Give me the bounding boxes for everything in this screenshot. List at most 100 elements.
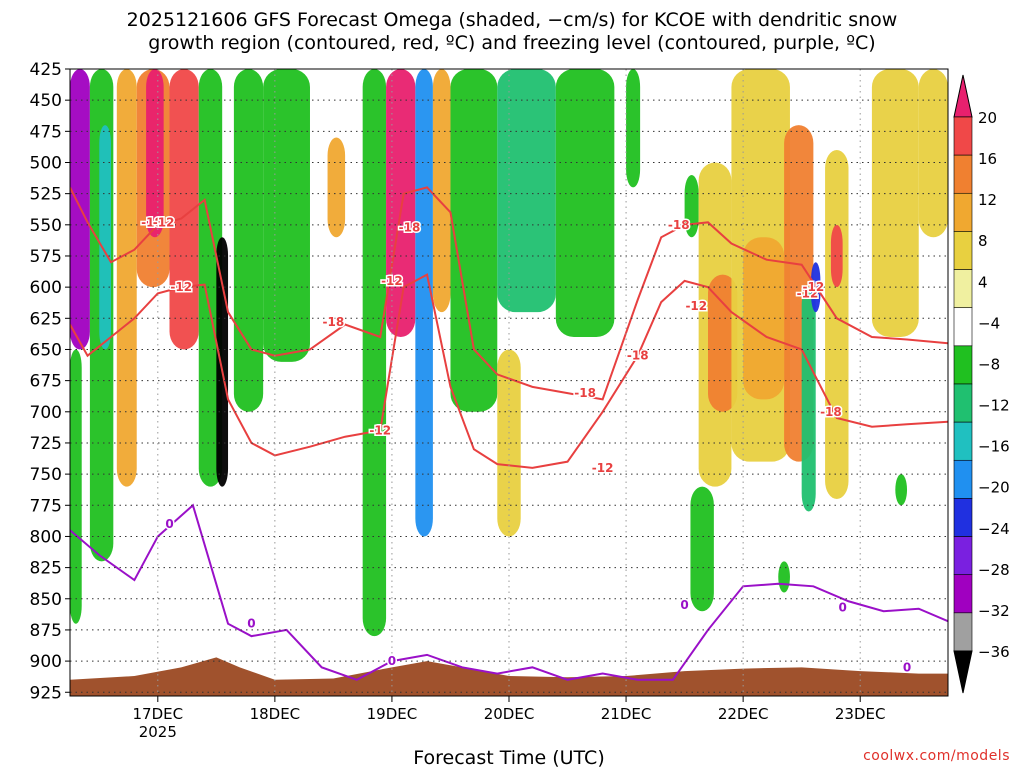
isotherm-label: -12 bbox=[803, 280, 825, 294]
x-tick-label: 17DEC bbox=[133, 705, 184, 723]
omega-shade-region bbox=[233, 69, 264, 412]
omega-shade-region bbox=[684, 174, 699, 238]
isotherm-label: -18 bbox=[574, 386, 596, 400]
colorbar-segment bbox=[953, 612, 973, 652]
isotherm-label: -12 bbox=[685, 299, 707, 313]
y-tick-label: 875 bbox=[30, 621, 62, 641]
colorbar-segment bbox=[953, 421, 973, 461]
isotherm-label: -18 bbox=[820, 405, 842, 419]
colorbar-segment bbox=[953, 574, 973, 614]
isotherm-label: -18 bbox=[323, 315, 345, 329]
freezing-level-label: 0 bbox=[838, 600, 846, 614]
freezing-level-line bbox=[70, 503, 948, 681]
omega-shade-region bbox=[432, 69, 451, 313]
omega-shade-region bbox=[146, 69, 164, 238]
y-tick-label: 750 bbox=[30, 465, 62, 485]
colorbar-label: 16 bbox=[978, 150, 997, 168]
colorbar-segment bbox=[953, 116, 973, 156]
colorbar-segment bbox=[953, 192, 973, 232]
colorbar-label: −28 bbox=[978, 561, 1010, 579]
colorbar-segment bbox=[953, 383, 973, 423]
colorbar-segment bbox=[953, 307, 973, 347]
isotherm-minus12-line bbox=[70, 273, 948, 469]
omega-shade-region bbox=[801, 287, 816, 512]
colorbar-label: 20 bbox=[978, 109, 997, 127]
colorbar-label: 4 bbox=[978, 273, 988, 291]
y-tick-label: 550 bbox=[30, 216, 62, 236]
y-tick-label: 700 bbox=[30, 403, 62, 423]
colorbar-label: −16 bbox=[978, 438, 1010, 456]
colorbar-label: −20 bbox=[978, 479, 1010, 497]
y-tick-label: 775 bbox=[30, 496, 62, 516]
omega-shade-region bbox=[895, 474, 908, 506]
freezing-level-label: 0 bbox=[903, 660, 911, 674]
isotherm-label: -12 bbox=[381, 274, 403, 288]
omega-shade-region bbox=[263, 69, 310, 362]
x-tick-label: 22DEC bbox=[718, 705, 769, 723]
y-tick-label: 650 bbox=[30, 340, 62, 360]
isotherm-label: -12 bbox=[592, 461, 614, 475]
isotherm-label: -18 bbox=[627, 349, 649, 363]
omega-shade-region bbox=[497, 349, 521, 537]
colorbar-label: −8 bbox=[978, 355, 1000, 373]
freezing-level-label: 0 bbox=[165, 517, 173, 531]
x-tick-label: 21DEC bbox=[601, 705, 652, 723]
colorbar-segment bbox=[953, 345, 973, 385]
omega-shade-region bbox=[690, 486, 714, 612]
x-tick-label: 23DEC bbox=[835, 705, 886, 723]
omega-shade-region bbox=[362, 69, 387, 637]
y-tick-label: 475 bbox=[30, 122, 62, 142]
y-tick-label: 600 bbox=[30, 278, 62, 298]
omega-shade-region bbox=[830, 224, 843, 288]
omega-shade-region bbox=[216, 237, 229, 487]
y-tick-label: 825 bbox=[30, 559, 62, 579]
omega-shade-region bbox=[871, 69, 919, 338]
isotherm-label: -18 bbox=[399, 220, 421, 234]
chart-title-line-2: growth region (contoured, red, ºC) and f… bbox=[148, 32, 876, 54]
x-tick-label: 20DEC bbox=[484, 705, 535, 723]
colorbar-segment bbox=[953, 459, 973, 499]
y-tick-label: 425 bbox=[30, 60, 62, 80]
isotherm-label: -12 bbox=[170, 280, 192, 294]
chart-title-line-1: 2025121606 GFS Forecast Omega (shaded, −… bbox=[126, 9, 898, 31]
omega-shade-region bbox=[497, 69, 556, 313]
omega-shade-region bbox=[99, 125, 111, 350]
freezing-level-label: 0 bbox=[388, 654, 396, 668]
y-tick-label: 500 bbox=[30, 153, 62, 173]
colorbar-segment bbox=[953, 154, 973, 194]
freezing-level-label: 0 bbox=[680, 598, 688, 612]
y-tick-label: 450 bbox=[30, 91, 62, 111]
isotherm-label: -18 bbox=[141, 215, 163, 229]
omega-shade-region bbox=[708, 274, 738, 412]
omega-shade-region bbox=[918, 69, 948, 238]
omega-shade-region bbox=[386, 69, 416, 338]
colorbar-label: 8 bbox=[978, 232, 988, 250]
y-tick-label: 800 bbox=[30, 527, 62, 547]
x-tick-label: 19DEC bbox=[367, 705, 418, 723]
colorbar-label: −4 bbox=[978, 314, 1000, 332]
colorbar-label: 12 bbox=[978, 191, 997, 209]
isotherm-label: -12 bbox=[369, 423, 391, 437]
colorbar-label: −36 bbox=[978, 643, 1010, 661]
surface-terrain bbox=[70, 657, 948, 696]
site-credit: coolwx.com/models bbox=[863, 748, 1010, 764]
isotherm-label: -18 bbox=[668, 218, 690, 232]
y-tick-label: 625 bbox=[30, 309, 62, 329]
colorbar-segment bbox=[953, 536, 973, 576]
x-year-label: 2025 bbox=[139, 723, 177, 741]
omega-shade-region bbox=[327, 137, 346, 238]
omega-shade-region bbox=[626, 69, 641, 188]
colorbar-segment bbox=[953, 269, 973, 309]
omega-shade-region bbox=[778, 561, 790, 593]
colorbar-label: −32 bbox=[978, 602, 1010, 620]
omega-shade-region bbox=[555, 69, 615, 338]
x-axis-label: Forecast Time (UTC) bbox=[413, 747, 604, 768]
y-tick-label: 925 bbox=[30, 683, 62, 703]
colorbar-label: −24 bbox=[978, 520, 1010, 538]
y-tick-label: 675 bbox=[30, 372, 62, 392]
isotherm-minus18-line bbox=[70, 186, 948, 401]
y-tick-label: 575 bbox=[30, 247, 62, 267]
x-tick-label: 18DEC bbox=[250, 705, 301, 723]
y-tick-label: 725 bbox=[30, 434, 62, 454]
